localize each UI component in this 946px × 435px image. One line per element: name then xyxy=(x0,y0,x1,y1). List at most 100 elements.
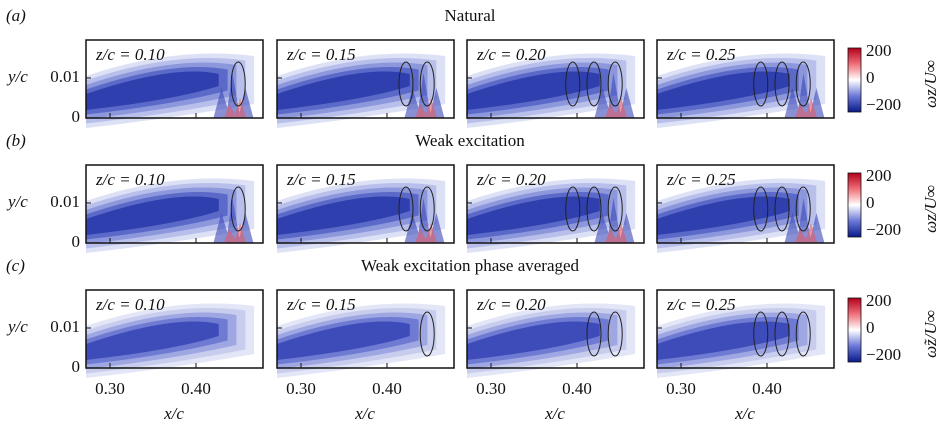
panel-frame xyxy=(656,289,835,369)
panel: z/c = 0.20 xyxy=(466,39,645,128)
panel-frame xyxy=(85,164,264,244)
panel: z/c = 0.25 xyxy=(656,164,835,253)
vorticity-contour xyxy=(467,321,600,360)
vortex-outline xyxy=(753,61,769,107)
y-tick-label: 0.01 xyxy=(50,317,80,336)
vortex-outline xyxy=(398,186,414,232)
noise xyxy=(404,73,445,118)
panel-label: z/c = 0.15 xyxy=(286,45,356,64)
panel: z/c = 0.20 xyxy=(466,164,645,253)
panel-frame xyxy=(276,289,455,369)
colorbar xyxy=(847,297,862,363)
y-tick-label: 0 xyxy=(72,107,81,126)
noise xyxy=(224,223,247,243)
noise xyxy=(224,98,247,118)
colorbar xyxy=(847,172,862,238)
panel-frame xyxy=(85,39,264,119)
panel: z/c = 0.15 0.30 0.40 x/c xyxy=(276,289,455,423)
row-label: (a) xyxy=(6,6,26,25)
vortex-outline xyxy=(753,311,769,357)
x-axis-label: x/c xyxy=(734,404,755,423)
colorbar-tick-label: 200 xyxy=(866,166,892,185)
x-tick-label: 0.40 xyxy=(752,379,782,398)
noise xyxy=(415,223,438,243)
noise xyxy=(605,223,628,243)
panel: z/c = 0.10 xyxy=(85,39,264,128)
colorbar-label: ω̃z/U∞ xyxy=(921,310,940,358)
y-tick-label: 0 xyxy=(72,232,81,251)
noise xyxy=(784,73,825,118)
panel-label: z/c = 0.20 xyxy=(476,170,546,189)
y-axis-label: y/c xyxy=(6,67,28,86)
x-tick-label: 0.30 xyxy=(286,379,316,398)
vortex-outline xyxy=(607,61,623,107)
panel-frame xyxy=(276,164,455,244)
panel-label: z/c = 0.10 xyxy=(95,295,165,314)
vortex-outline xyxy=(419,61,435,107)
vorticity-contour xyxy=(467,71,600,110)
colorbar-tick-label: 0 xyxy=(866,318,875,337)
x-tick-label: 0.30 xyxy=(476,379,506,398)
noise xyxy=(795,98,818,118)
vorticity-contour xyxy=(467,196,600,235)
vorticity-contour xyxy=(277,196,410,235)
colorbar-tick-label: 200 xyxy=(866,41,892,60)
vortex-outline xyxy=(795,61,811,107)
y-axis-label: y/c xyxy=(6,192,28,211)
vorticity-contour xyxy=(277,71,410,110)
y-tick-label: 0.01 xyxy=(50,67,80,86)
row-title: Weak excitation xyxy=(415,131,525,150)
vortex-outline xyxy=(753,186,769,232)
row-label: (b) xyxy=(6,131,26,150)
vorticity-contour xyxy=(277,321,410,360)
x-tick-label: 0.40 xyxy=(562,379,592,398)
vortex-outline xyxy=(565,186,581,232)
noise xyxy=(415,98,438,118)
panel-frame xyxy=(656,39,835,119)
panel: z/c = 0.25 xyxy=(656,39,835,128)
vorticity-contour xyxy=(86,321,219,360)
vortex-outline xyxy=(774,61,790,107)
colorbar-label: ωz/U∞ xyxy=(921,60,940,108)
noise xyxy=(213,198,254,243)
vorticity-contour xyxy=(86,71,219,110)
row-title: Natural xyxy=(445,6,496,25)
panel-frame xyxy=(656,164,835,244)
vortex-outline xyxy=(774,311,790,357)
vorticity-contour xyxy=(657,71,790,110)
panel-label: z/c = 0.10 xyxy=(95,45,165,64)
vortex-outline xyxy=(230,61,246,107)
x-tick-label: 0.30 xyxy=(666,379,696,398)
panel: z/c = 0.15 xyxy=(276,164,455,253)
x-tick-label: 0.40 xyxy=(181,379,211,398)
colorbar-tick-label: 0 xyxy=(866,68,875,87)
panel: z/c = 0.10 0.30 0.40 x/c xyxy=(85,289,264,423)
y-tick-label: 0 xyxy=(72,357,81,376)
panel-frame xyxy=(466,39,645,119)
panel-frame xyxy=(276,39,455,119)
colorbar-tick-label: −200 xyxy=(866,220,901,239)
colorbar-tick-label: −200 xyxy=(866,95,901,114)
vortex-outline xyxy=(586,186,602,232)
noise xyxy=(605,98,628,118)
colorbar-tick-label: 200 xyxy=(866,291,892,310)
noise xyxy=(784,198,825,243)
panel-label: z/c = 0.20 xyxy=(476,295,546,314)
colorbar-tick-label: −200 xyxy=(866,345,901,364)
panel-frame xyxy=(466,164,645,244)
noise xyxy=(213,73,254,118)
vorticity-contour xyxy=(657,321,790,360)
vortex-outline xyxy=(795,186,811,232)
noise xyxy=(594,198,635,243)
vortex-outline xyxy=(607,311,623,357)
panel: z/c = 0.15 xyxy=(276,39,455,128)
x-axis-label: x/c xyxy=(163,404,184,423)
vortex-outline xyxy=(586,61,602,107)
panel: z/c = 0.10 xyxy=(85,164,264,253)
row-title: Weak excitation phase averaged xyxy=(361,256,580,275)
vortex-outline xyxy=(419,186,435,232)
panel-frame xyxy=(85,289,264,369)
panel-label: z/c = 0.15 xyxy=(286,295,356,314)
vortex-outline xyxy=(795,311,811,357)
